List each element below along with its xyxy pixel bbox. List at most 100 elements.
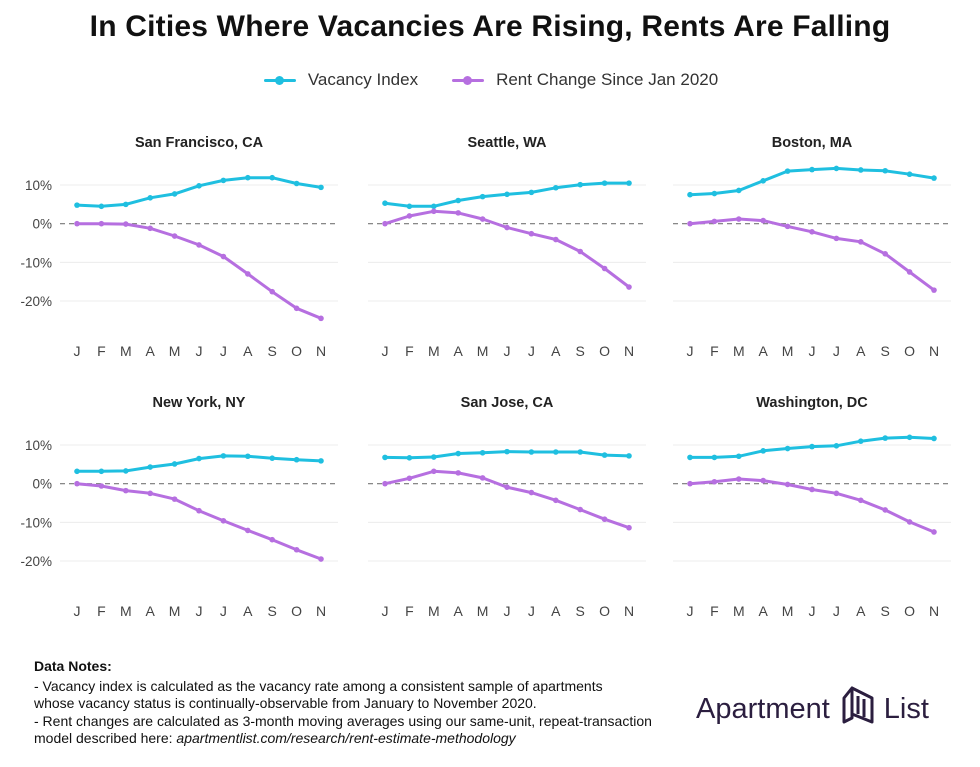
x-tick-label: F	[710, 603, 719, 619]
data-point	[882, 507, 888, 513]
data-point	[809, 443, 815, 450]
data-point	[577, 248, 583, 255]
chart-title: In Cities Where Vacancies Are Rising, Re…	[89, 10, 891, 43]
brand-word-apartment: Apartment	[696, 692, 830, 725]
data-point	[906, 269, 913, 275]
data-point	[553, 236, 559, 243]
data-point	[601, 516, 608, 523]
data-point	[809, 166, 815, 173]
x-tick-label: A	[759, 343, 769, 359]
x-tick-label: S	[268, 343, 277, 359]
data-point	[455, 197, 462, 204]
x-tick-label: A	[454, 603, 464, 619]
x-tick-label: N	[624, 343, 634, 359]
data-point	[318, 184, 324, 191]
data-point	[687, 220, 693, 227]
data-point	[382, 220, 388, 227]
x-tick-label: J	[74, 343, 81, 359]
x-tick-label: N	[929, 343, 939, 359]
data-point	[528, 230, 535, 237]
data-point	[687, 480, 693, 487]
legend-key-rent	[450, 73, 486, 87]
y-tick-label: -10%	[20, 515, 52, 530]
x-tick-label: N	[929, 603, 939, 619]
x-tick-label: J	[687, 343, 694, 359]
data-point	[528, 449, 535, 455]
data-point	[293, 456, 300, 463]
data-point	[293, 305, 300, 312]
data-point	[74, 202, 80, 208]
data-point	[858, 167, 864, 173]
data-point	[760, 217, 766, 224]
data-point	[74, 480, 80, 487]
x-tick-label: F	[710, 343, 719, 359]
data-point	[784, 223, 791, 230]
data-point	[504, 484, 510, 490]
data-point	[833, 443, 840, 449]
data-point	[504, 224, 510, 231]
legend-item-rent: Rent Change Since Jan 2020	[450, 70, 718, 90]
x-tick-label: S	[576, 343, 585, 359]
data-point	[931, 435, 937, 442]
data-point	[431, 208, 437, 215]
data-point	[455, 210, 462, 216]
x-tick-label: J	[528, 343, 535, 359]
legend-key-vacancy	[262, 73, 298, 87]
data-point	[626, 453, 632, 459]
data-point	[455, 450, 462, 457]
x-tick-label: J	[220, 343, 227, 359]
data-point	[382, 480, 388, 487]
x-tick-label: O	[599, 343, 610, 359]
data-point	[123, 201, 129, 208]
x-tick-label: A	[146, 603, 156, 619]
x-tick-label: F	[97, 603, 106, 619]
x-tick-label: S	[881, 343, 890, 359]
brand-word-list: List	[883, 692, 929, 725]
data-point	[736, 453, 742, 460]
x-tick-label: S	[881, 603, 890, 619]
data-point	[431, 454, 437, 460]
data-point	[553, 497, 559, 504]
data-point	[479, 193, 486, 200]
data-point	[833, 235, 840, 242]
legend-label-rent: Rent Change Since Jan 2020	[496, 70, 719, 89]
apartment-list-brand: Apartment List	[696, 684, 929, 734]
data-point	[479, 216, 486, 222]
data-note-line: - Rent changes are calculated as 3-month…	[34, 712, 652, 729]
chart-panel: Seattle, WAJ F M A M J J A S O N	[368, 135, 646, 359]
panel-title: Seattle, WA	[468, 135, 547, 151]
x-tick-label: J	[687, 603, 694, 619]
data-point	[196, 507, 202, 514]
panel-title: New York, NY	[153, 395, 246, 411]
data-point	[833, 490, 840, 497]
x-tick-label: J	[382, 603, 389, 619]
data-point	[245, 271, 251, 277]
x-tick-label: N	[316, 343, 326, 359]
data-point	[431, 468, 437, 475]
data-point	[269, 288, 276, 295]
data-point	[601, 265, 608, 272]
x-tick-label: M	[169, 343, 181, 359]
data-point	[931, 287, 937, 293]
data-point	[269, 536, 276, 543]
series-line	[383, 209, 631, 289]
x-tick-label: A	[551, 603, 561, 619]
data-point	[626, 180, 632, 186]
methodology-link[interactable]: apartmentlist.com/research/rent-estimate…	[176, 730, 516, 746]
data-point	[784, 445, 791, 452]
data-point	[123, 221, 129, 227]
x-tick-label: A	[856, 603, 866, 619]
data-point	[479, 449, 486, 456]
data-point	[760, 448, 766, 454]
x-tick-label: J	[833, 603, 840, 619]
legend-item-vacancy: Vacancy Index	[262, 70, 418, 90]
data-point	[196, 242, 202, 248]
data-point	[293, 180, 300, 187]
data-point	[784, 168, 791, 174]
data-point	[406, 213, 413, 219]
data-point	[577, 506, 583, 513]
x-tick-label: J	[504, 603, 511, 619]
x-tick-label: A	[146, 343, 156, 359]
x-tick-label: A	[856, 343, 866, 359]
data-point	[553, 184, 559, 191]
